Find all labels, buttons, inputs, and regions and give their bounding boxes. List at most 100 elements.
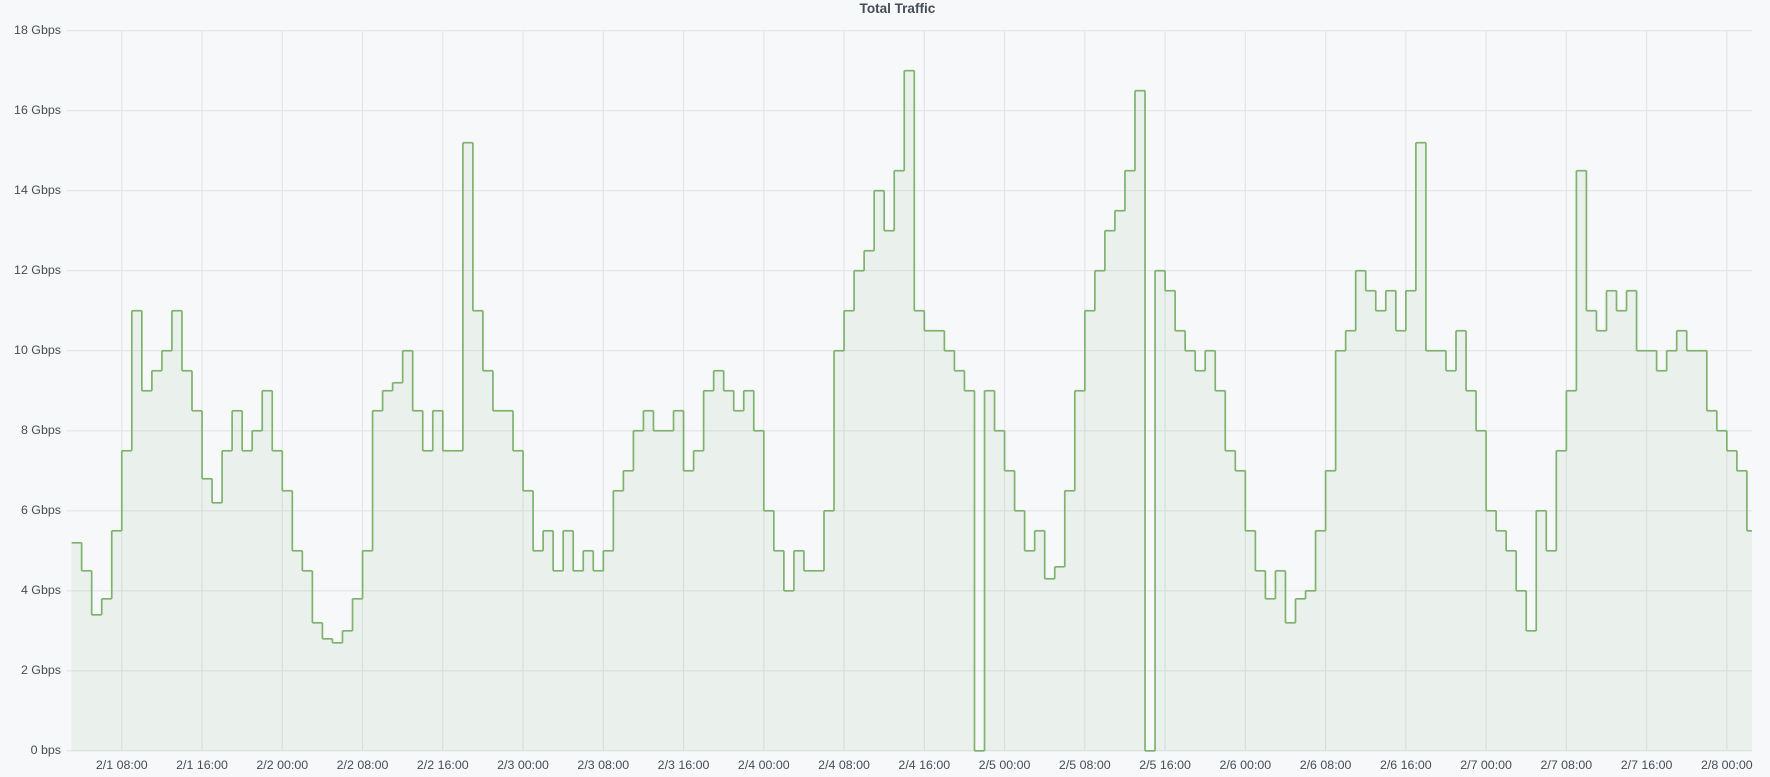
x-tick-label: 2/6 08:00 [1300,758,1352,772]
area-step [813,570,824,751]
area-step [1245,530,1256,751]
area-step [733,410,744,751]
area-step [713,370,724,751]
area-step [553,570,564,751]
area-step [1726,450,1737,751]
area-step [583,550,594,751]
area-step [1185,350,1196,751]
area-step [1466,390,1477,751]
area-step [1696,350,1707,751]
area-step [924,330,935,751]
x-tick-label: 2/5 08:00 [1059,758,1111,772]
area-step [1636,350,1647,751]
area-step [703,390,714,751]
x-tick-label: 2/1 16:00 [176,758,228,772]
area-step [1365,290,1376,751]
area-step [793,550,804,751]
area-step [1094,270,1105,751]
area-step [563,530,574,751]
area-step [71,542,82,751]
area-step [372,410,383,751]
area-step [232,410,243,751]
y-tick-label: 12 Gbps [14,263,61,277]
area-step [1616,310,1627,751]
x-tick-label: 2/3 08:00 [577,758,629,772]
area-step [91,614,102,751]
y-tick-label: 6 Gbps [21,503,61,517]
area-step [1385,290,1396,751]
area-step [252,430,263,751]
area-step [422,450,433,751]
area-step [663,430,674,751]
y-tick-label: 14 Gbps [14,183,61,197]
area-step [844,310,855,751]
area-step [1516,590,1527,751]
area-step [1476,430,1487,751]
area-step [302,570,313,751]
x-tick-label: 2/6 16:00 [1380,758,1432,772]
area-step [1676,330,1687,751]
area-step [513,450,524,751]
area-step [1215,390,1226,751]
area-step [914,310,925,751]
area-step [262,390,273,751]
area-step [1034,530,1045,751]
x-tick-label: 2/2 08:00 [337,758,389,772]
area-step [1746,530,1752,751]
area-step [683,470,694,751]
area-step [1626,290,1637,751]
area-step [1155,270,1166,751]
area-step [954,370,965,751]
area-step [1556,450,1567,751]
x-tick-label: 2/1 08:00 [96,758,148,772]
area-step [623,470,634,751]
x-tick-label: 2/5 00:00 [979,758,1031,772]
area-step [1716,430,1727,751]
area-step [834,350,845,751]
area-step [362,550,373,751]
area-step [1445,370,1457,751]
x-tick-label: 2/3 00:00 [497,758,549,772]
area-step [1506,550,1517,751]
area-step [272,450,283,751]
area-step [1435,350,1446,751]
x-tick-label: 2/6 00:00 [1219,758,1271,772]
x-tick-label: 2/4 16:00 [898,758,950,772]
area-step [442,450,453,751]
area-step [1335,350,1346,751]
area-step [312,622,323,751]
area-step [1666,350,1677,751]
area-step [332,642,343,751]
area-step [242,450,253,751]
y-tick-label: 8 Gbps [21,423,61,437]
y-tick-label: 10 Gbps [14,343,61,357]
area-step [533,550,544,751]
area-step [352,598,363,751]
area-step [854,270,865,751]
area-step [1064,490,1075,751]
area-step [633,430,644,751]
area-step [693,450,704,751]
area-step [1486,510,1497,751]
area-step [1134,90,1146,751]
area-step [502,410,514,751]
area-step [1355,270,1366,751]
area-step [1526,630,1537,751]
area-step [1706,410,1717,751]
area-step [131,310,142,751]
area-step [402,350,413,751]
area-step [181,370,192,751]
area-step [1546,550,1557,751]
area-step [462,142,473,751]
area-step [984,390,995,751]
area-step [753,430,764,751]
area-step [202,478,213,751]
area-step [1586,310,1597,751]
area-step [643,410,654,751]
area-step [1405,290,1416,751]
area-step [1596,330,1607,751]
x-tick-label: 2/4 08:00 [818,758,870,772]
area-step [1054,566,1065,751]
